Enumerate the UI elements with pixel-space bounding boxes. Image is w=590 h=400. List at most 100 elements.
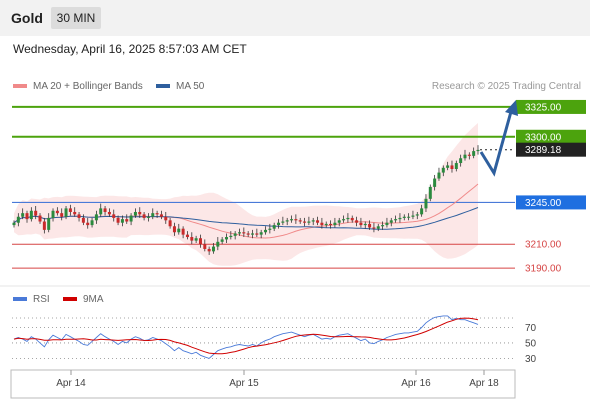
candle-body-91 [407, 216, 411, 218]
candle-body-90 [402, 216, 406, 218]
candle-body-52 [237, 232, 241, 234]
ma9-swatch [63, 297, 77, 302]
candle-body-82 [368, 223, 372, 228]
candle-body-81 [363, 223, 367, 226]
candle-body-60 [272, 225, 276, 229]
rsi-ma9-line [13, 317, 479, 355]
price-tag-2: 3289.18 [525, 145, 562, 156]
candle-body-93 [415, 214, 419, 216]
candle-body-72 [324, 223, 328, 226]
candle-body-79 [355, 220, 359, 223]
candle-body-77 [346, 217, 350, 220]
candle-body-57 [259, 232, 263, 235]
price-tags-layer: 3325.00 3300.00 3289.18 3245.00 3210.00 3190.… [479, 99, 586, 275]
ma20-label: MA 20 + Bollinger Bands [33, 81, 143, 92]
legend-ma20: MA 20 + Bollinger Bands [13, 81, 143, 92]
candle-body-44 [203, 244, 207, 249]
candle-body-41 [190, 237, 194, 241]
candle-body-89 [398, 217, 402, 220]
candle-body-33 [155, 213, 159, 215]
candle-body-16 [81, 217, 85, 223]
time-label-0: Apr 14 [56, 378, 86, 389]
rsi-label: RSI [33, 294, 50, 305]
candle-body-0 [12, 222, 16, 226]
candle-body-23 [112, 214, 116, 218]
time-label-1: Apr 15 [229, 378, 259, 389]
candle-body-71 [320, 222, 324, 226]
candle-body-8 [47, 217, 51, 230]
legend-rsi: RSI [13, 294, 50, 305]
candle-body-65 [294, 219, 298, 221]
rsi-level-label-0: 70 [525, 323, 537, 334]
period-button[interactable]: 30 MIN [51, 7, 101, 29]
candle-body-35 [164, 216, 168, 221]
candle-body-19 [94, 214, 98, 221]
candle-body-42 [194, 238, 198, 241]
candle-body-101 [450, 165, 454, 169]
candle-body-106 [472, 151, 476, 156]
candle-body-9 [51, 210, 55, 218]
candle-body-18 [90, 220, 94, 226]
candle-body-1 [16, 216, 20, 223]
candle-body-75 [337, 220, 341, 223]
candle-body-26 [125, 219, 129, 222]
candle-body-98 [437, 172, 441, 179]
candle-body-22 [107, 211, 111, 215]
candle-body-29 [138, 211, 142, 215]
candle-body-49 [224, 237, 228, 240]
time-label-3: Apr 18 [469, 378, 499, 389]
candle-body-56 [255, 233, 259, 235]
time-axis-frame [10, 369, 516, 399]
candle-body-99 [441, 167, 445, 173]
candle-body-63 [285, 220, 289, 222]
candle-body-54 [246, 233, 250, 235]
candle-body-50 [229, 235, 233, 238]
candle-body-58 [264, 229, 268, 233]
candle-body-104 [463, 154, 467, 159]
candle-body-40 [185, 234, 189, 238]
candle-body-97 [433, 178, 437, 187]
candle-body-46 [211, 246, 215, 252]
candle-body-7 [42, 221, 46, 230]
candle-body-5 [34, 210, 38, 216]
bollinger-band [14, 123, 478, 266]
candle-body-84 [376, 226, 380, 229]
candle-body-80 [359, 222, 363, 226]
bollinger-band-layer [14, 123, 478, 266]
candle-body-102 [454, 163, 458, 169]
candle-body-62 [281, 221, 285, 223]
forecast-arrow [479, 107, 514, 177]
candle-body-48 [220, 239, 224, 242]
candle-body-14 [73, 211, 77, 215]
candle-body-68 [307, 221, 311, 223]
candle-body-39 [181, 228, 185, 235]
candle-body-107 [476, 149, 480, 152]
candle-body-27 [129, 215, 133, 222]
candle-body-64 [290, 219, 294, 221]
candle-body-76 [342, 219, 346, 221]
candle-body-11 [60, 213, 64, 217]
price-tag-bg-3 [516, 195, 586, 210]
candle-body-78 [350, 217, 354, 221]
candle-body-70 [316, 220, 320, 223]
candle-body-43 [198, 238, 202, 245]
candle-body-15 [77, 214, 81, 218]
rsi-line [13, 315, 479, 359]
candle-body-53 [242, 232, 246, 234]
rsi-panel: 70 50 30 [0, 285, 590, 365]
time-axis: Apr 14 Apr 15 Apr 16 Apr 18 [10, 369, 516, 399]
ma50-swatch [156, 84, 170, 89]
price-tag-bg-0 [516, 99, 586, 114]
price-tag-4: 3210.00 [525, 240, 562, 251]
price-tag-0: 3325.00 [525, 102, 562, 113]
ma9-label: 9MA [83, 294, 104, 305]
candle-body-12 [64, 208, 68, 217]
candle-body-17 [86, 222, 90, 226]
candle-body-61 [277, 222, 281, 226]
price-tag-bg-2 [516, 142, 586, 157]
candle-body-6 [38, 215, 42, 222]
candle-body-105 [467, 154, 471, 156]
candle-body-2 [21, 213, 25, 217]
candle-body-94 [420, 208, 424, 215]
